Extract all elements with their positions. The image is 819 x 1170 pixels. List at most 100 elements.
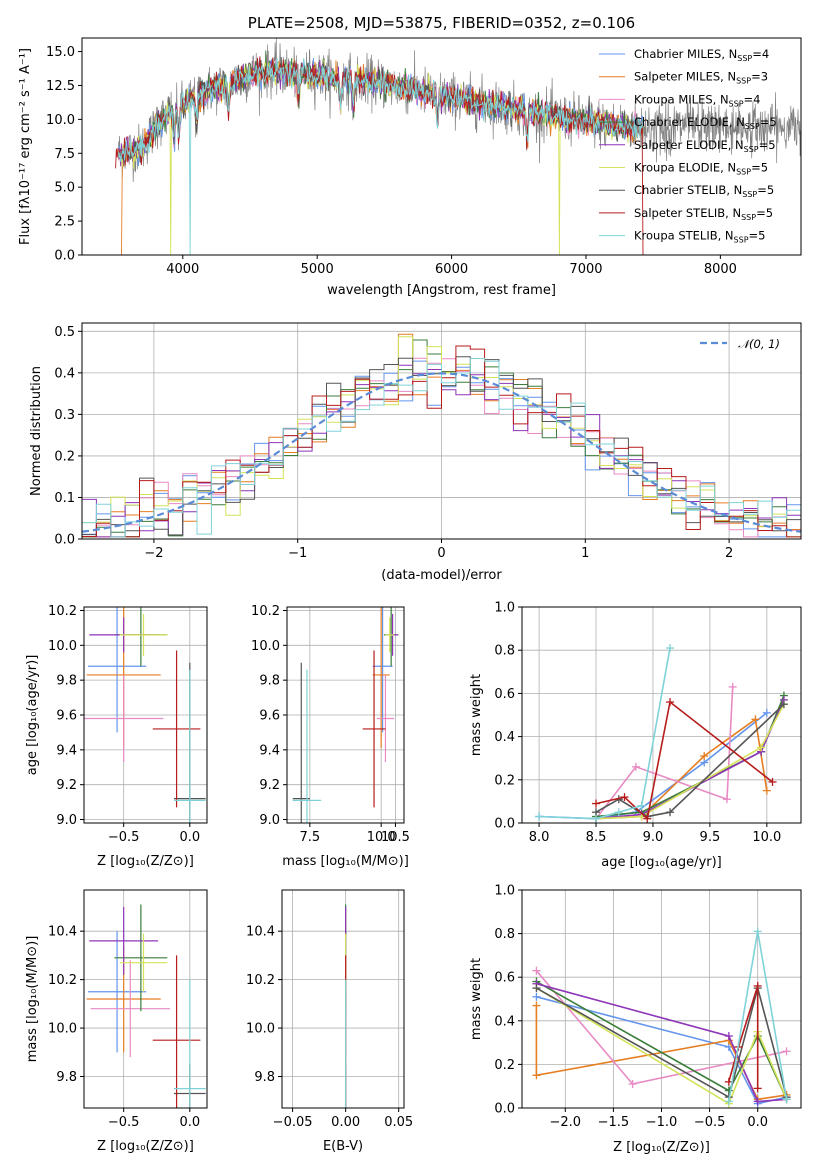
x-tick-label: 9.0 (643, 830, 664, 845)
x-tick-label: −2.0 (550, 1115, 582, 1130)
age_vs_mass-frame (286, 606, 405, 824)
spectrum-frame (81, 37, 802, 256)
x-tick-label: 8000 (704, 262, 737, 277)
mw_vs_age-ylabel: mass weight (469, 674, 484, 756)
y-tick-label: 9.4 (56, 743, 77, 758)
y-tick-label: 9.0 (259, 813, 280, 828)
mass_vs_Z-xlabel: Z [log₁₀(Z/Z⊙)] (97, 1139, 194, 1154)
y-tick-label: 0.0 (494, 1102, 515, 1117)
y-tick-label: 0.4 (54, 366, 75, 381)
x-tick-label: 5000 (301, 262, 334, 277)
x-tick-label: 10.5 (381, 830, 410, 845)
x-tick-label: 0.0 (179, 1115, 200, 1130)
mass_vs_ebv-frame (281, 889, 405, 1109)
spectrum-legend: Chabrier MILES, NSSP=4 Salpeter MILES, NS… (599, 47, 777, 245)
x-tick-label: 0.05 (384, 1115, 413, 1130)
y-tick-label: 9.8 (254, 1070, 275, 1085)
mass-weight-line (728, 985, 759, 1089)
legend-label: Chabrier STELIB, NSSP=5 (634, 183, 774, 199)
y-tick-label: 10.2 (251, 604, 280, 619)
x-tick-label: 8.0 (529, 830, 550, 845)
y-tick-label: 0.0 (494, 817, 515, 832)
y-tick-label: 0.0 (54, 533, 75, 548)
mw_vs_Z-axes: −2.0 −1.5 −1.0 −0.5 0.0 0.0 0.2 0.4 0.6 0.8 1.0 (494, 884, 801, 1130)
y-tick-label: 10.0 (48, 1022, 77, 1037)
y-tick-label: 0.8 (494, 927, 515, 942)
mw_vs_Z-xlabel: Z [log₁₀(Z/Z⊙)] (613, 1140, 710, 1155)
age_vs_Z-xlabel: Z [log₁₀(Z/Z⊙)] (97, 854, 194, 869)
mass_vs_ebv-axes: −0.05 0.00 0.05 9.8 10.0 10.2 10.4 (246, 890, 413, 1130)
x-tick-label: −1.0 (646, 1115, 678, 1130)
x-tick-label: 6000 (435, 262, 468, 277)
y-tick-label: 0.2 (494, 1058, 515, 1073)
legend-label: Chabrier ELODIE, NSSP=5 (634, 115, 777, 131)
x-tick-label: 2 (725, 546, 733, 561)
x-tick-label: −1.5 (598, 1115, 630, 1130)
y-tick-label: 9.8 (56, 1070, 77, 1085)
age_vs_Z-axes: −0.5 0.0 9.0 9.2 9.4 9.6 9.8 10.0 10.2 (48, 604, 207, 845)
y-tick-label: 0.4 (494, 730, 515, 745)
age_vs_Z-frame (83, 606, 208, 824)
x-tick-label: 4000 (166, 262, 199, 277)
x-tick-label: 0.00 (331, 1115, 360, 1130)
spectrum-ylabel: Flux [fλ10⁻¹⁷ erg cm⁻² s⁻¹ A⁻¹] (18, 48, 33, 245)
y-tick-label: 12.5 (46, 79, 75, 94)
mass-weight-line (595, 717, 768, 820)
mass-weight-line (595, 686, 734, 820)
mass-weight-line (539, 647, 671, 820)
mass-weight-line (536, 984, 788, 1099)
y-tick-label: 0.1 (54, 491, 75, 506)
residuals-frame (81, 322, 802, 540)
y-tick-label: 0.4 (494, 1014, 515, 1029)
mass_vs_ebv-xlabel: E(B-V) (323, 1139, 363, 1154)
y-tick-label: 10.4 (48, 925, 77, 940)
x-tick-label: −1 (288, 546, 307, 561)
age_vs_Z-points (84, 607, 206, 823)
y-tick-label: 0.8 (494, 644, 515, 659)
y-tick-label: 9.8 (259, 674, 280, 689)
y-tick-label: 7.5 (54, 147, 75, 162)
spectrum-lines (115, 38, 801, 255)
mw_vs_age-series (535, 644, 788, 823)
y-tick-label: 9.2 (259, 778, 280, 793)
x-tick-label: −0.5 (108, 830, 140, 845)
y-tick-label: 0.6 (494, 687, 515, 702)
y-tick-label: 10.2 (48, 973, 77, 988)
age_vs_mass-points (292, 607, 399, 823)
mw_vs_Z-series (532, 927, 791, 1108)
y-tick-label: 0.2 (494, 773, 515, 788)
y-tick-label: 10.0 (48, 639, 77, 654)
legend-label: Kroupa STELIB, NSSP=5 (634, 229, 765, 245)
y-tick-label: 15.0 (46, 45, 75, 60)
x-tick-label: 9.5 (700, 830, 721, 845)
residuals-xlabel: (data-model)/error (381, 568, 502, 583)
mw_vs_Z-frame (521, 889, 802, 1109)
x-tick-label: 7.5 (299, 830, 320, 845)
age_vs_mass-xlabel: mass [log₁₀(M/M⊙)] (282, 854, 409, 869)
y-tick-label: 0.5 (54, 325, 75, 340)
y-tick-label: 9.6 (56, 709, 77, 724)
y-tick-label: 10.0 (246, 1022, 275, 1037)
histogram-series (82, 345, 801, 538)
x-tick-label: 10.0 (752, 830, 781, 845)
mw_vs_age-xlabel: age [log₁₀(age/yr)] (601, 855, 722, 870)
y-tick-label: 0.6 (494, 971, 515, 986)
x-tick-label: 7000 (569, 262, 602, 277)
legend-label: Salpeter ELODIE, NSSP=5 (634, 138, 776, 154)
residuals-axes: −2 −1 0 1 2 0.0 0.1 0.2 0.3 0.4 0.5 (54, 323, 801, 561)
legend-label: Salpeter STELIB, NSSP=5 (634, 206, 773, 222)
y-tick-label: 9.2 (56, 778, 77, 793)
legend-label: Chabrier MILES, NSSP=4 (634, 47, 769, 63)
spectrum-xlabel: wavelength [Angstrom, rest frame] (327, 283, 556, 298)
y-tick-label: 1.0 (494, 884, 515, 899)
y-tick-label: 10.4 (246, 925, 275, 940)
mass-weight-line (535, 987, 788, 1105)
mw_vs_Z-ylabel: mass weight (469, 958, 484, 1040)
spectrum-title: PLATE=2508, MJD=53875, FIBERID=0352, z=0… (248, 14, 635, 32)
x-tick-label: −0.5 (108, 1115, 140, 1130)
spectrum-axes: 4000 5000 6000 7000 8000 0.0 2.5 5.0 7.5 10.0 12.5… (46, 45, 737, 277)
x-tick-label: −0.05 (273, 1115, 313, 1130)
y-tick-label: 2.5 (54, 215, 75, 230)
y-tick-label: 10.2 (48, 604, 77, 619)
